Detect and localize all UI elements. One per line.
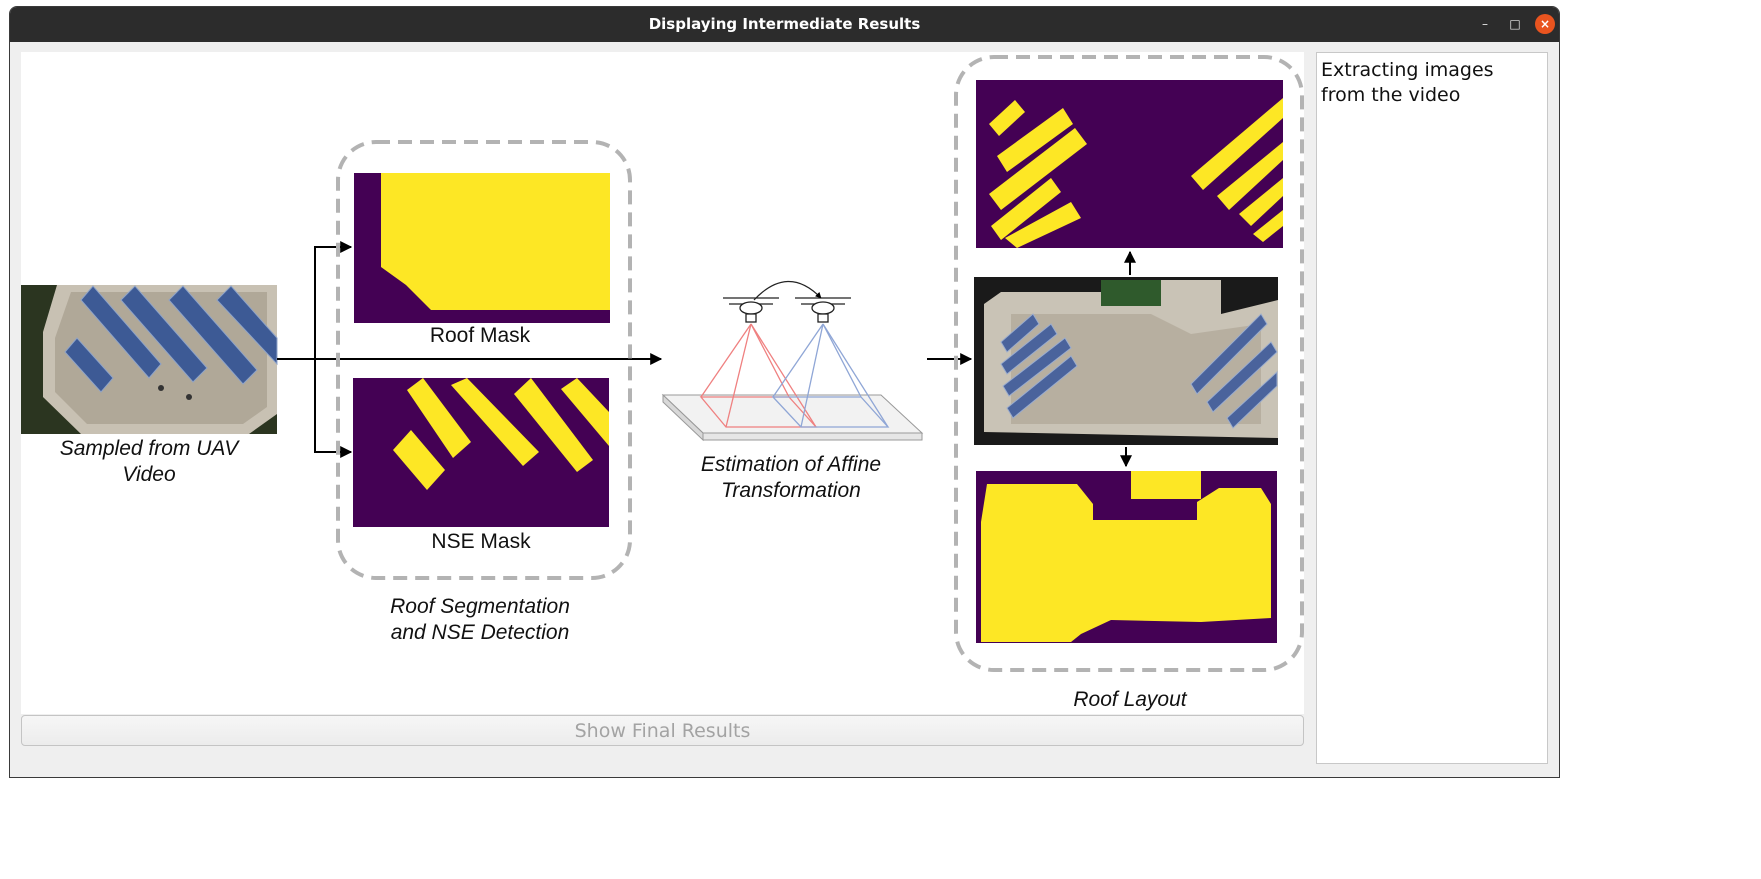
uav-frame-image [21,285,278,434]
app-window: Displaying Intermediate Results – □ × [9,6,1560,778]
drone-right-icon [795,297,851,323]
layout-caption: Roof Layout [1073,688,1187,711]
segmentation-caption-line-1: Roof Segmentation [390,595,570,618]
stitched-nse-mask-image [976,80,1283,248]
show-final-results-button[interactable]: Show Final Results [21,715,1304,746]
close-button[interactable]: × [1535,14,1555,34]
results-canvas: Sampled from UAV Video Roof Mask [21,52,1304,714]
pipeline-diagram: Sampled from UAV Video Roof Mask [21,55,1304,711]
affine-illustration [661,280,924,442]
stitched-roof-mask-image [976,471,1277,643]
input-caption-line-2: Video [122,463,176,486]
roof-mask-image [354,173,610,323]
nse-mask-label: NSE Mask [431,530,531,553]
affine-caption-line-2: Transformation [721,479,861,502]
layout-group-outline [954,55,1304,672]
nse-mask-image [353,378,609,527]
segmentation-group-outline [336,140,632,580]
window-title: Displaying Intermediate Results [648,15,921,33]
affine-caption-line-1: Estimation of Affine [701,453,881,476]
input-caption-line-1: Sampled from UAV [60,437,241,460]
roof-mask-label: Roof Mask [430,324,531,347]
segmentation-caption-line-2: and NSE Detection [391,621,570,644]
drone-left-icon [723,297,779,323]
maximize-button[interactable]: □ [1509,17,1521,31]
title-bar: Displaying Intermediate Results – □ × [10,7,1559,42]
log-text-area[interactable]: Extracting images from the video [1316,52,1548,764]
stitched-orthomosaic-image [974,277,1278,445]
minimize-button[interactable]: – [1482,17,1488,31]
